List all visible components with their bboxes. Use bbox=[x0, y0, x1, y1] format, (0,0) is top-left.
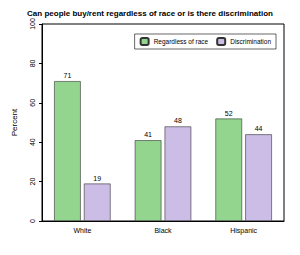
svg-text:Regardless of race: Regardless of race bbox=[154, 38, 209, 46]
svg-text:19: 19 bbox=[93, 175, 101, 182]
svg-text:Percent: Percent bbox=[10, 108, 19, 136]
svg-text:20: 20 bbox=[29, 178, 36, 186]
svg-text:100: 100 bbox=[29, 18, 36, 30]
svg-text:White: White bbox=[73, 227, 91, 234]
svg-text:Hispanic: Hispanic bbox=[230, 227, 257, 235]
svg-text:40: 40 bbox=[29, 138, 36, 146]
svg-text:71: 71 bbox=[64, 72, 72, 79]
svg-text:41: 41 bbox=[144, 131, 152, 138]
svg-text:60: 60 bbox=[29, 99, 36, 107]
svg-text:Can people buy/rent regardless: Can people buy/rent regardless of race o… bbox=[27, 9, 273, 18]
svg-text:Discrimination: Discrimination bbox=[230, 38, 271, 45]
svg-text:44: 44 bbox=[255, 125, 263, 132]
svg-text:Black: Black bbox=[154, 227, 172, 234]
svg-text:80: 80 bbox=[29, 59, 36, 67]
svg-text:52: 52 bbox=[225, 110, 233, 117]
svg-text:0: 0 bbox=[29, 219, 36, 223]
svg-text:48: 48 bbox=[174, 117, 182, 124]
